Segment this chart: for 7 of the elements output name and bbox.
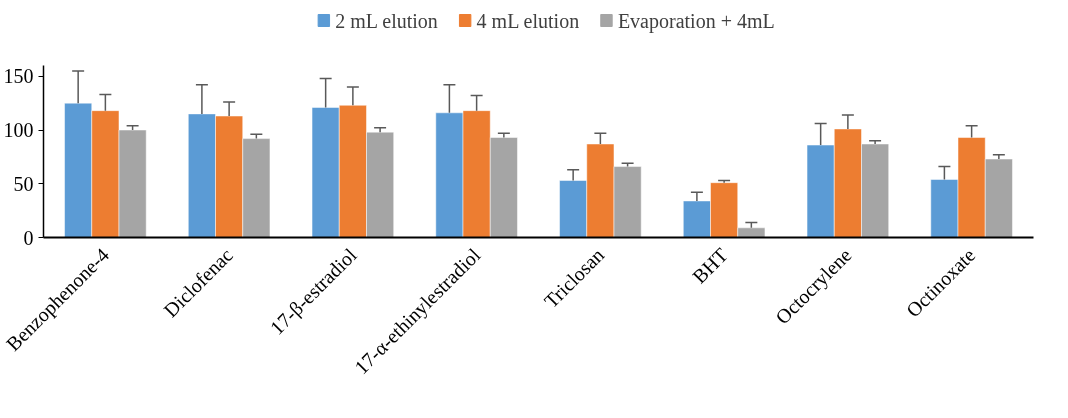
legend-label: Evaporation + 4mL (617, 9, 775, 33)
legend-label: 4 mL elution (476, 9, 580, 32)
y-tick-label: 0 (23, 226, 34, 249)
y-tick-label: 150 (3, 65, 34, 88)
legend-label: 2 mL elution (335, 9, 438, 32)
y-tick-label: 50 (13, 172, 34, 195)
y-tick-label: 100 (3, 119, 34, 141)
